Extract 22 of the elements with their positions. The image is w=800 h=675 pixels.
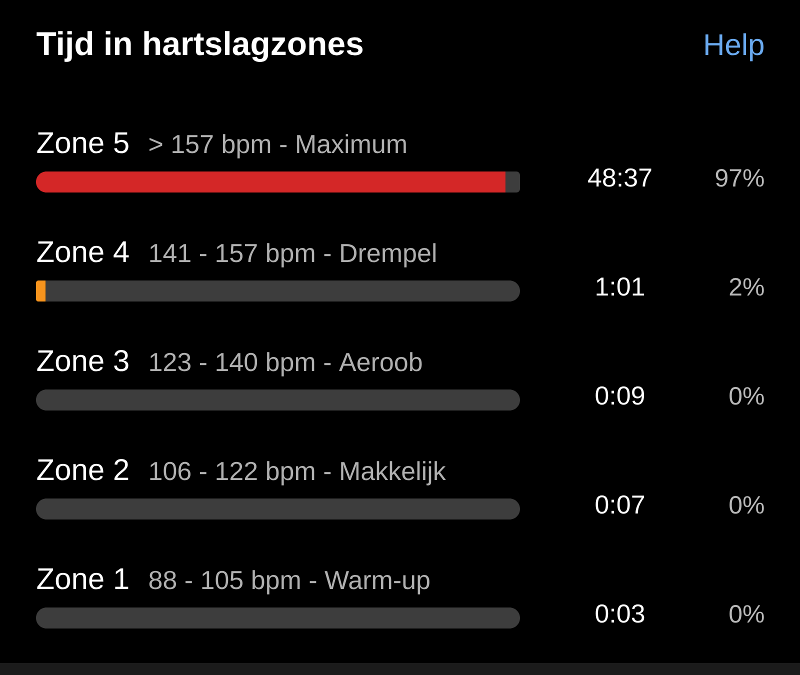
y-tick-label: Zone 5 bbox=[37, 132, 128, 154]
text: Help bbox=[706, 33, 764, 62]
data-label: 2% bbox=[730, 278, 764, 296]
text: 0:09 bbox=[596, 386, 644, 405]
text: 1:01 bbox=[596, 277, 644, 296]
annotation: 141 - 157 bpm - Drempel bbox=[150, 243, 436, 268]
y-tick-label: Zone 3 bbox=[37, 350, 128, 372]
annotation: 123 - 140 bpm - Aeroob bbox=[150, 352, 422, 376]
y-tick-label: Zone 2 bbox=[37, 459, 128, 480]
data-label: 0% bbox=[730, 387, 764, 405]
annotation: 106 - 122 bpm - Makkelijk bbox=[150, 461, 446, 486]
text: 0:03 bbox=[596, 604, 644, 623]
data-label: 97% bbox=[716, 169, 764, 187]
y-tick-label: Zone 1 bbox=[37, 568, 128, 590]
annotation: > 157 bpm - Maximum bbox=[150, 134, 406, 158]
annotation: 88 - 105 bpm - Warm-up bbox=[149, 570, 430, 594]
chart-title: Tijd in hartslagzones bbox=[36, 31, 363, 62]
data-label: 0% bbox=[730, 605, 764, 623]
text: 48:37 bbox=[588, 168, 652, 187]
data-label: 0% bbox=[730, 496, 764, 514]
y-tick-label: Zone 4 bbox=[37, 241, 129, 262]
text: 0:07 bbox=[596, 495, 644, 514]
